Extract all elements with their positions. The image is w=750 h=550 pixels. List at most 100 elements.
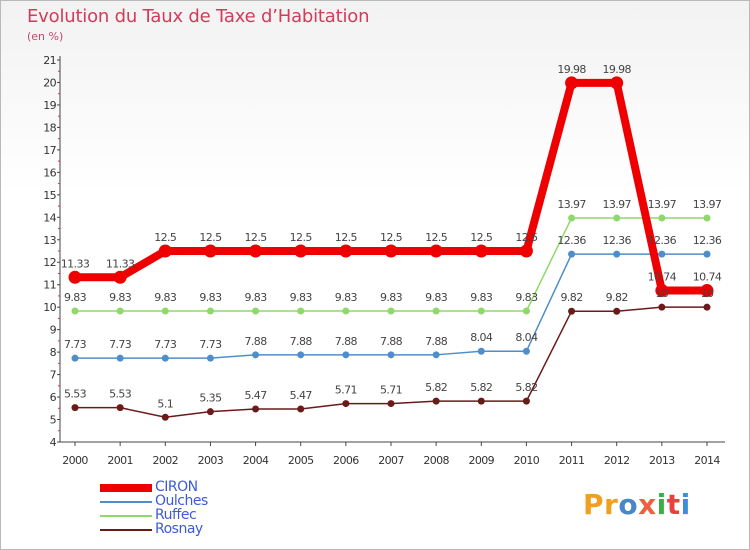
data-point-oulches <box>387 351 395 359</box>
legend-swatch <box>100 515 152 517</box>
legend-label: CIRON <box>155 479 198 495</box>
proxiti-logo: Proxiti <box>583 488 691 521</box>
data-label-ruffec: 9.83 <box>245 291 268 304</box>
data-label-ciron: 19.98 <box>557 63 586 76</box>
data-label-ruffec: 13.97 <box>648 198 677 211</box>
data-point-oulches <box>522 347 530 355</box>
data-label-oulches: 12.36 <box>693 234 722 247</box>
data-label-ruffec: 9.83 <box>425 291 448 304</box>
data-point-ciron <box>203 244 217 258</box>
data-label-ciron: 10.74 <box>693 271 722 284</box>
logo-letter: o <box>618 488 639 521</box>
data-label-rosnay: 5.53 <box>109 388 132 401</box>
y-tick-label: 11 <box>43 279 56 292</box>
y-tick-label: 12 <box>43 256 56 269</box>
data-label-ruffec: 9.83 <box>335 291 358 304</box>
data-point-oulches <box>658 250 666 258</box>
data-point-ruffec <box>658 214 666 222</box>
data-label-ciron: 12.5 <box>335 231 358 244</box>
data-label-rosnay: 5.47 <box>290 389 313 402</box>
x-tick-label: 2010 <box>514 454 540 467</box>
data-label-rosnay: 10 <box>655 287 668 300</box>
data-point-ruffec <box>116 307 124 315</box>
logo-letter: i <box>680 488 691 521</box>
data-point-ciron <box>655 284 669 298</box>
data-point-rosnay <box>522 397 530 405</box>
data-point-rosnay <box>432 397 440 405</box>
data-label-ciron: 19.98 <box>602 63 631 76</box>
x-tick-label: 2002 <box>152 454 178 467</box>
x-tick-label: 2006 <box>333 454 359 467</box>
data-point-ruffec <box>522 307 530 315</box>
y-tick-label: 9 <box>50 324 57 337</box>
data-point-oulches <box>568 250 576 258</box>
x-tick-label: 2001 <box>107 454 133 467</box>
data-label-oulches: 7.88 <box>380 335 403 348</box>
data-point-rosnay <box>387 400 395 408</box>
data-point-ciron <box>249 244 263 258</box>
data-label-ciron: 11.33 <box>106 257 135 270</box>
y-tick-label: 17 <box>43 144 56 157</box>
data-label-ruffec: 13.97 <box>602 198 631 211</box>
logo-letter: x <box>638 488 657 521</box>
x-tick-label: 2007 <box>378 454 404 467</box>
data-label-ruffec: 13.97 <box>693 198 722 211</box>
data-point-ciron <box>158 244 172 258</box>
data-point-rosnay <box>703 303 711 311</box>
x-tick-label: 2011 <box>559 454 585 467</box>
data-point-ruffec <box>477 307 485 315</box>
data-label-ciron: 12.5 <box>245 231 268 244</box>
data-point-oulches <box>206 354 214 362</box>
y-tick-label: 6 <box>50 391 57 404</box>
data-label-ciron: 12.5 <box>425 231 448 244</box>
data-point-oulches <box>297 351 305 359</box>
data-point-ruffec <box>432 307 440 315</box>
x-tick-label: 2014 <box>694 454 720 467</box>
data-point-ciron <box>474 244 488 258</box>
chart-unit: (en %) <box>27 30 64 43</box>
data-label-ciron: 12.5 <box>515 231 538 244</box>
data-label-rosnay: 5.35 <box>199 392 222 405</box>
data-point-rosnay <box>206 408 214 416</box>
data-point-oulches <box>116 354 124 362</box>
data-point-rosnay <box>613 307 621 315</box>
y-tick-label: 21 <box>43 54 56 67</box>
data-label-ruffec: 9.83 <box>109 291 132 304</box>
data-point-oulches <box>432 351 440 359</box>
data-label-rosnay: 5.47 <box>245 389 268 402</box>
data-point-rosnay <box>297 405 305 413</box>
data-label-ruffec: 9.83 <box>199 291 222 304</box>
data-label-oulches: 7.88 <box>245 335 268 348</box>
data-point-oulches <box>703 250 711 258</box>
y-tick-label: 14 <box>43 211 56 224</box>
y-tick-label: 18 <box>43 121 56 134</box>
data-label-ruffec: 13.97 <box>557 198 586 211</box>
data-label-oulches: 7.73 <box>109 338 132 351</box>
data-point-oulches <box>477 347 485 355</box>
legend-label: Ruffec <box>155 507 197 523</box>
data-label-ruffec: 9.83 <box>154 291 177 304</box>
y-tick-label: 13 <box>43 234 56 247</box>
data-point-ciron <box>384 244 398 258</box>
y-tick-label: 20 <box>43 76 56 89</box>
data-label-ruffec: 9.83 <box>515 291 538 304</box>
data-point-ruffec <box>703 214 711 222</box>
data-point-oulches <box>161 354 169 362</box>
y-tick-label: 16 <box>43 166 56 179</box>
data-label-rosnay: 5.1 <box>157 397 173 410</box>
data-label-rosnay: 5.53 <box>64 388 87 401</box>
y-tick-label: 15 <box>43 189 56 202</box>
y-tick-label: 19 <box>43 99 56 112</box>
x-tick-label: 2005 <box>288 454 314 467</box>
data-point-rosnay <box>116 404 124 412</box>
data-label-oulches: 8.04 <box>515 331 538 344</box>
data-label-ciron: 12.5 <box>380 231 403 244</box>
data-point-rosnay <box>71 404 79 412</box>
y-tick-label: 7 <box>50 369 57 382</box>
data-label-rosnay: 5.71 <box>380 384 402 397</box>
data-label-rosnay: 9.82 <box>606 291 628 304</box>
data-label-ciron: 12.5 <box>470 231 493 244</box>
x-tick-label: 2008 <box>423 454 449 467</box>
data-point-ruffec <box>568 214 576 222</box>
data-point-ciron <box>113 270 127 284</box>
